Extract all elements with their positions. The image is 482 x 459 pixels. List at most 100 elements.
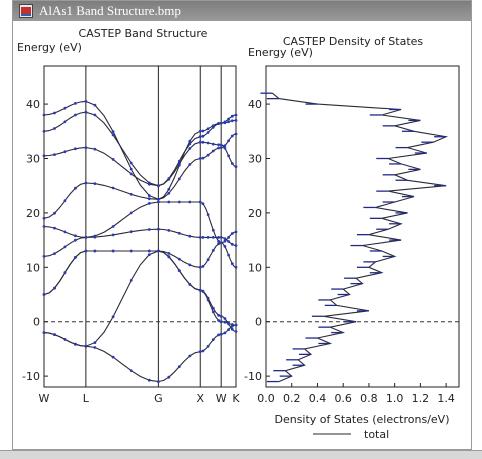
band-point xyxy=(129,279,133,282)
band-point xyxy=(188,139,192,143)
band-point xyxy=(217,236,221,239)
band-k-label: K xyxy=(232,392,240,405)
band-point xyxy=(42,129,46,133)
band-point xyxy=(201,156,205,160)
band-point xyxy=(223,237,227,241)
band-point xyxy=(206,258,210,262)
band-point xyxy=(157,380,160,383)
band-point xyxy=(217,122,221,125)
band-point xyxy=(167,375,171,379)
dos-x-tick-label: 0.2 xyxy=(283,392,301,405)
band-k-label: G xyxy=(154,392,163,405)
band-point xyxy=(84,100,88,103)
band-point xyxy=(111,186,115,190)
band-point xyxy=(111,355,115,359)
band-point xyxy=(227,236,231,239)
band-point xyxy=(177,231,181,235)
band-point xyxy=(63,230,67,234)
dos-y-axis-label: Energy (eV) xyxy=(248,46,313,59)
band-point xyxy=(74,186,77,190)
band-point xyxy=(230,232,234,235)
band-point xyxy=(53,333,56,336)
band-point xyxy=(53,127,56,130)
dos-x-tick-label: 0.8 xyxy=(360,392,378,405)
band-point xyxy=(206,127,210,131)
band-point xyxy=(234,265,238,269)
band-point xyxy=(42,113,46,117)
band-point xyxy=(223,317,227,320)
band-point xyxy=(147,249,151,253)
band-y-axis-label: Energy (eV) xyxy=(17,41,82,54)
band-point xyxy=(198,236,202,239)
band-point xyxy=(63,150,67,154)
band-point xyxy=(93,103,97,107)
band-structure-chart: CASTEP Band Structure Energy (eV) -10 0 10… xyxy=(17,27,240,405)
band-k-label: W xyxy=(216,392,227,405)
band-point xyxy=(147,197,151,201)
dos-y-tick-label: 0 xyxy=(255,316,262,329)
band-point xyxy=(111,225,115,228)
plots-canvas: CASTEP Band Structure Energy (eV) -10 0 10… xyxy=(17,27,460,441)
band-point xyxy=(206,131,210,134)
band-point xyxy=(74,256,77,259)
band-point xyxy=(201,202,205,206)
band-point xyxy=(188,263,192,267)
band-line xyxy=(43,133,237,219)
dos-x-tick-label: 1.4 xyxy=(437,392,455,405)
band-y-tick-label: 10 xyxy=(26,261,40,274)
band-point xyxy=(188,200,192,204)
band-point xyxy=(219,241,223,245)
band-point xyxy=(63,245,67,249)
band-point xyxy=(74,234,77,238)
band-point xyxy=(201,236,205,239)
band-point xyxy=(129,249,133,253)
band-point xyxy=(206,236,210,239)
band-point xyxy=(147,194,151,198)
band-k-label: X xyxy=(196,392,204,405)
band-point xyxy=(234,244,238,247)
band-point xyxy=(206,344,210,348)
band-point xyxy=(53,153,56,157)
band-point xyxy=(211,149,215,153)
band-point xyxy=(53,226,56,230)
band-y-tick-label: -10 xyxy=(22,370,40,383)
title-bar[interactable]: AlAs1 Band Structure.bmp xyxy=(13,1,471,21)
band-point xyxy=(188,283,192,286)
dos-x-tick-label: 0.0 xyxy=(257,392,275,405)
band-point xyxy=(111,233,115,237)
band-point xyxy=(177,365,181,368)
band-point xyxy=(157,200,160,204)
band-y-tick-label: 0 xyxy=(33,316,40,329)
band-point xyxy=(84,249,88,253)
band-point xyxy=(84,181,88,185)
window-bottom-edge xyxy=(0,450,482,459)
band-point xyxy=(63,106,67,110)
band-point xyxy=(198,129,202,133)
band-point xyxy=(111,249,115,253)
band-point xyxy=(211,306,215,310)
band-point xyxy=(230,162,234,165)
band-point xyxy=(201,134,205,138)
band-point xyxy=(129,167,133,171)
band-point xyxy=(211,338,215,341)
band-point xyxy=(227,328,231,331)
band-point xyxy=(42,154,46,158)
band-point xyxy=(53,111,56,115)
band-k-label: W xyxy=(39,392,50,405)
band-point xyxy=(234,323,238,327)
band-point xyxy=(206,296,210,300)
band-point xyxy=(198,288,202,292)
band-point xyxy=(217,239,221,243)
band-line xyxy=(43,228,237,257)
band-point xyxy=(42,255,46,258)
band-point xyxy=(234,165,238,169)
band-point xyxy=(74,102,77,105)
band-point xyxy=(157,197,160,201)
band-point xyxy=(219,320,223,324)
dos-x-tick-label: 0.4 xyxy=(309,392,327,405)
band-point xyxy=(217,242,221,246)
bitmap-file-icon xyxy=(19,4,33,18)
dos-y-tick-label: -10 xyxy=(244,370,262,383)
dos-x-tick-label: 1.2 xyxy=(412,392,430,405)
band-point xyxy=(129,161,133,165)
